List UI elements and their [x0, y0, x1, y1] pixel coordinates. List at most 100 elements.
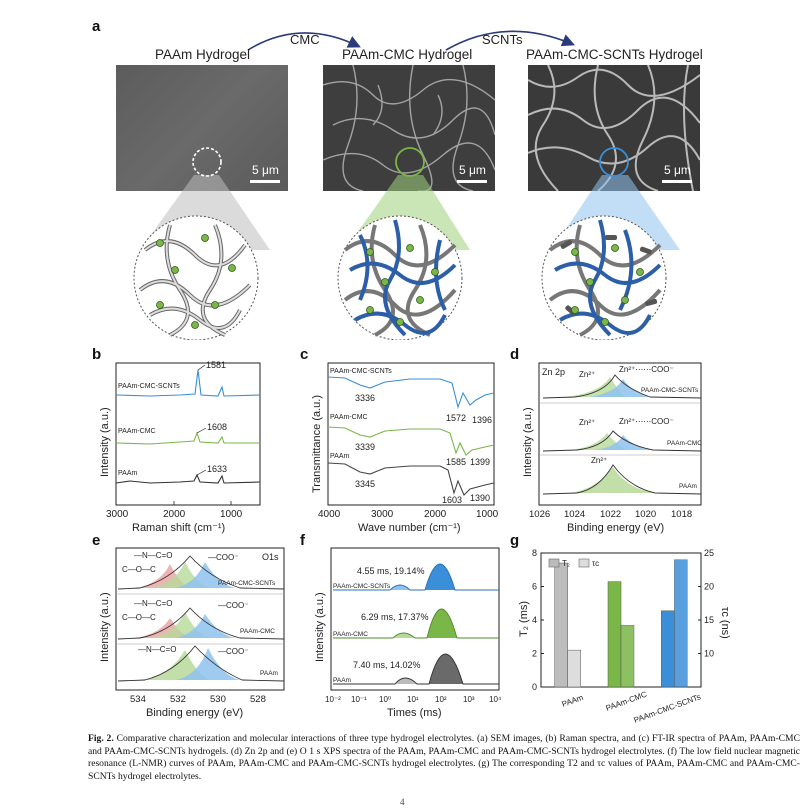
panel-e-o1s: O1s —N—C=O C—O—C —COO⁻ PAAm-CMC-SCNTs —N…	[99, 547, 285, 719]
sem-title-paam: PAAm Hydrogel	[155, 47, 251, 62]
legend-swatch-t2	[548, 558, 560, 568]
x-axis-label: Times (ms)	[387, 707, 442, 719]
o1s-component: C—O—C	[122, 613, 156, 622]
lnmr-cmc-curve	[333, 608, 499, 639]
ftir-peak-label: 1390	[470, 493, 490, 503]
x-axis-label: Wave number (cm⁻¹)	[358, 522, 461, 534]
y2-tick: 25	[704, 548, 714, 558]
chart-title: O1s	[262, 552, 279, 562]
sem-image-paam: 5 μm	[116, 65, 288, 191]
cmc-arrow	[247, 32, 361, 51]
chart-title: Zn 2p	[542, 367, 565, 377]
raman-line-paam	[115, 473, 261, 484]
x-tick: 1000	[476, 509, 499, 520]
sem-image-paam-cmc: 5 μm	[323, 65, 495, 191]
panel-e-label: e	[92, 532, 101, 549]
bar-tc-paam	[567, 649, 581, 688]
raman-series-label: PAAm-CMC	[118, 428, 156, 435]
caption-text: Comparative characterization and molecul…	[88, 733, 800, 782]
zn2p-component: Zn²⁺	[591, 456, 607, 465]
o1s-component: —COO⁻	[208, 553, 238, 562]
zn2p-component: Zn²⁺⋯⋯COO⁻	[619, 365, 674, 374]
o1s-component: —COO⁻	[218, 601, 248, 610]
y-tick: 4	[532, 615, 537, 625]
category-label: PAAm	[561, 693, 585, 709]
panel-c-ftir: PAAm-CMC-SCNTs PAAm-CMC PAAm 3336 1572 1…	[311, 362, 499, 534]
schematic-paam	[133, 215, 259, 340]
x-tick: 3000	[371, 509, 394, 520]
o1s-component: —N—C=O	[134, 599, 172, 608]
category-label: PAAm-CMC	[605, 690, 649, 713]
ftir-peak-label: 1396	[472, 415, 492, 425]
scale-label: 5 μm	[664, 163, 691, 177]
ftir-series-label: PAAm-CMC-SCNTs	[330, 368, 392, 375]
scale-label: 5 μm	[459, 163, 486, 177]
y-axis-label: Intensity (a.u.)	[99, 407, 111, 477]
ftir-peak-label: 1399	[470, 457, 490, 467]
lnmr-paam-curve	[333, 653, 499, 685]
ftir-peak-label: 3339	[355, 442, 375, 452]
sem-image-paam-cmc-scnts: 5 μm	[528, 65, 700, 191]
zn2p-component: Zn²⁺	[579, 370, 595, 379]
legend-label-tc: τc	[592, 559, 599, 568]
scale-bar	[457, 180, 487, 183]
zn2p-paam-fit	[542, 464, 702, 495]
x-tick: 4000	[318, 509, 341, 520]
ftir-line-cmc	[327, 426, 495, 456]
scnts-arrow-label: SCNTs	[482, 32, 523, 47]
y2-axis-label: τc (ns)	[719, 607, 730, 639]
bar-t2-paam-cmc-scnts	[661, 610, 675, 688]
schematic-paam-cmc-scnts	[541, 215, 667, 340]
x-tick: 10⁰	[379, 695, 391, 704]
o1s-series-label: PAAm-CMC-SCNTs	[218, 580, 276, 587]
y-axis-label: Transmittance (a.u.)	[311, 395, 323, 493]
lnmr-scnts-curve	[333, 563, 499, 591]
zn2p-series-label: PAAm-CMC	[667, 440, 702, 447]
zn2p-component: Zn²⁺	[579, 418, 595, 427]
x-tick: 534	[130, 694, 146, 705]
o1s-series-label: PAAm	[260, 670, 278, 677]
x-tick: 10⁻²	[325, 695, 341, 704]
bar-tc-paam-cmc	[620, 625, 635, 688]
ftir-peak-label: 3336	[355, 393, 375, 403]
o1s-component: —N—C=O	[134, 551, 172, 560]
x-tick: 10²	[435, 695, 447, 704]
x-tick: 1018	[671, 509, 692, 520]
x-axis-label: Binding energy (eV)	[146, 707, 243, 719]
panel-c-label: c	[300, 346, 309, 363]
x-tick: 10³	[463, 695, 475, 704]
raman-peak-label: 1608	[207, 422, 227, 432]
y-axis-label: Intensity (a.u.)	[314, 592, 326, 662]
ftir-peak-label: 1585	[446, 457, 466, 467]
x-tick: 3000	[106, 509, 129, 520]
x-tick: 532	[170, 694, 186, 705]
bar-t2-paam	[554, 562, 568, 688]
y-axis-label: Intensity (a.u.)	[522, 407, 534, 477]
panel-f-label: f	[300, 532, 305, 549]
ftir-peak-label: 1572	[446, 413, 466, 423]
x-tick: 1024	[564, 509, 585, 520]
sem-title-paam-cmc: PAAm-CMC Hydrogel	[342, 47, 473, 62]
ftir-series-label: PAAm	[330, 453, 349, 460]
zn2p-component: Zn²⁺⋯⋯COO⁻	[619, 417, 674, 426]
y-axis-label: Intensity (a.u.)	[99, 592, 111, 662]
raman-peak-label: 1633	[207, 464, 227, 474]
panel-g-bars: 0 2 4 6 8 10 15 20 25 T₂ τc T₂ (ms) τc (ns) PAAm…	[518, 548, 730, 725]
schematic-paam-cmc	[337, 215, 463, 340]
bar-tc-paam-cmc-scnts	[674, 559, 688, 688]
zn2p-series-label: PAAm-CMC-SCNTs	[641, 387, 699, 394]
x-tick: 1020	[635, 509, 656, 520]
panel-d-zn2p: Zn 2p Zn²⁺ Zn²⁺⋯⋯COO⁻ PAAm-CMC-SCNTs Zn²…	[522, 362, 702, 534]
sem-title-paam-cmc-scnts: PAAm-CMC-SCNTs Hydrogel	[526, 47, 703, 62]
raman-line-cmc	[115, 431, 260, 445]
hydrogel-schematics	[133, 147, 680, 340]
raman-line-scnts	[115, 369, 261, 397]
lnmr-series-label: PAAm-CMC	[333, 631, 368, 638]
raman-series-label: PAAm	[118, 470, 137, 477]
x-tick: 10¹	[407, 695, 419, 704]
bar-t2-paam-cmc	[607, 581, 622, 688]
scale-bar	[662, 180, 692, 183]
panel-a-label: a	[92, 18, 101, 35]
legend-swatch-tc	[578, 558, 590, 568]
x-tick: 2000	[163, 509, 186, 520]
